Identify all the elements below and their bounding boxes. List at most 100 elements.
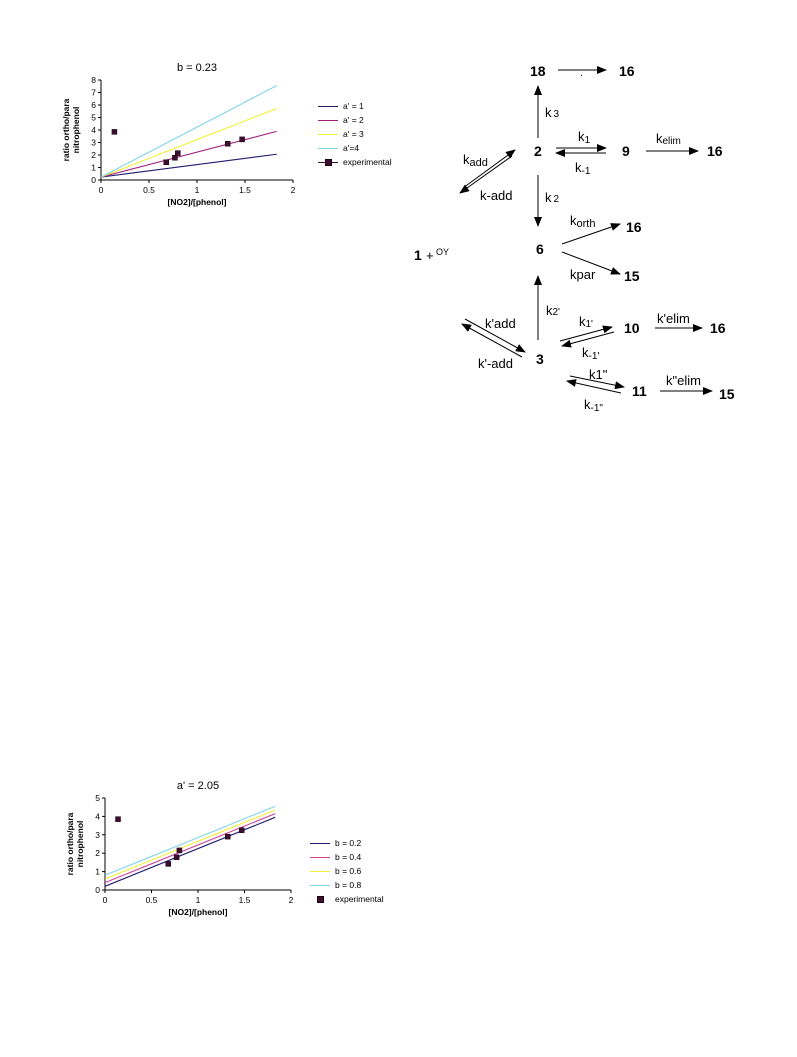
y-tick-label: 2 bbox=[95, 848, 100, 858]
y-tick-label: 4 bbox=[95, 811, 100, 821]
x-axis-label: [NO2]/[phenol] bbox=[167, 197, 226, 207]
species-15: 15 bbox=[624, 268, 640, 284]
data-point bbox=[165, 861, 171, 867]
x-tick-label: 0 bbox=[99, 185, 104, 195]
legend-item: b = 0.4 bbox=[310, 850, 384, 864]
arrow-3-to-11 bbox=[569, 375, 625, 390]
y-axis-label: ratio ortho/para bbox=[61, 98, 71, 161]
rate-k2prime: k2' bbox=[546, 303, 560, 318]
rate-k1dprime: k1" bbox=[589, 367, 608, 382]
legend-label: a' = 2 bbox=[343, 115, 364, 125]
data-point bbox=[172, 155, 178, 161]
arrow-1-to-2 bbox=[462, 149, 516, 189]
reaction-scheme: 18 16 2 9 16 1 6 16 15 3 10 16 11 15 + O… bbox=[414, 63, 735, 414]
y-tick-label: 5 bbox=[91, 113, 96, 123]
legend-label: experimental bbox=[335, 894, 384, 904]
arrow-3-to-10 bbox=[559, 325, 613, 342]
legend-item: a' = 2 bbox=[318, 113, 392, 127]
rate-k-add: k-add bbox=[480, 188, 513, 203]
y-axis-label: ratio ortho/para bbox=[65, 812, 75, 875]
arrow-10-to-3 bbox=[561, 331, 615, 348]
data-point bbox=[225, 833, 231, 840]
y-tick-label: 3 bbox=[91, 138, 96, 148]
data-point bbox=[163, 159, 170, 165]
rate-k-1prime: k-1' bbox=[582, 345, 599, 362]
rate-kprime-elim: k'elim bbox=[657, 311, 690, 326]
data-point bbox=[239, 136, 245, 143]
series-line bbox=[104, 813, 276, 884]
y-tick-label: 1 bbox=[91, 163, 96, 173]
y-tick-label: 2 bbox=[91, 150, 96, 160]
dot-mark: . bbox=[580, 68, 583, 79]
species-9: 9 bbox=[622, 143, 630, 159]
legend-label: experimental bbox=[343, 157, 392, 167]
plus-sign: + bbox=[426, 248, 434, 263]
species-18: 18 bbox=[530, 63, 546, 79]
chart-top-legend: a' = 1 a' = 2 a' = 3 a'=4 experimental bbox=[318, 99, 392, 169]
x-tick-label: 2 bbox=[289, 895, 294, 905]
data-point bbox=[111, 129, 118, 135]
y-tick-label: 4 bbox=[91, 125, 96, 135]
species-15: 15 bbox=[719, 386, 735, 402]
chart-bottom-legend: b = 0.2 b = 0.4 b = 0.6 b = 0.8 experime… bbox=[310, 836, 384, 906]
legend-item: experimental bbox=[318, 155, 392, 169]
arrow-11-to-3 bbox=[566, 379, 622, 394]
chart-title: a' = 2.05 bbox=[177, 780, 219, 792]
x-tick-label: 1 bbox=[195, 185, 200, 195]
series-line bbox=[100, 130, 277, 178]
legend-item: b = 0.6 bbox=[310, 864, 384, 878]
arrow-2-to-1 bbox=[459, 155, 513, 194]
y-tick-label: 6 bbox=[91, 100, 96, 110]
species-11: 11 bbox=[632, 383, 647, 399]
x-tick-label: 0.5 bbox=[146, 895, 158, 905]
legend-label: b = 0.2 bbox=[335, 838, 362, 848]
legend-label: b = 0.4 bbox=[335, 852, 362, 862]
rate-kpar: kpar bbox=[570, 267, 596, 282]
species-1: 1 bbox=[414, 247, 422, 263]
species-6: 6 bbox=[536, 241, 544, 257]
x-tick-label: 0.5 bbox=[143, 185, 155, 195]
chart-top: b = 0.23 0 1 2 3 4 5 6 7 8 0 0.5 1 1.5 2 [NO2]/[phenol]… bbox=[60, 58, 320, 218]
oy-superscript: OY bbox=[436, 247, 449, 257]
rate-korth: korth bbox=[570, 213, 595, 230]
y-tick-label: 7 bbox=[91, 88, 96, 98]
legend-label: a'=4 bbox=[343, 143, 360, 153]
y-axis-label: nitrophenol bbox=[71, 107, 81, 154]
y-tick-label: 3 bbox=[95, 830, 100, 840]
legend-item: a'=4 bbox=[318, 141, 392, 155]
rate-kdprime-elim: k"elim bbox=[666, 373, 701, 388]
legend-item: b = 0.8 bbox=[310, 878, 384, 892]
arrow-6-to-15 bbox=[561, 251, 621, 275]
rate-kprime-add: k'add bbox=[485, 316, 516, 331]
data-point bbox=[238, 827, 245, 833]
x-tick-label: 2 bbox=[291, 185, 296, 195]
y-axis-label: nitrophenol bbox=[75, 821, 85, 868]
data-point bbox=[224, 141, 231, 147]
series-line bbox=[100, 153, 277, 178]
legend-label: b = 0.6 bbox=[335, 866, 362, 876]
legend-label: a' = 1 bbox=[343, 101, 364, 111]
y-tick-label: 0 bbox=[95, 885, 100, 895]
arrow-6-to-16 bbox=[561, 223, 621, 245]
legend-item: b = 0.2 bbox=[310, 836, 384, 850]
chart-top-plot: b = 0.23 0 1 2 3 4 5 6 7 8 0 0.5 1 1.5 2 [NO2]/[phenol]… bbox=[61, 62, 296, 207]
species-16: 16 bbox=[710, 320, 726, 336]
chart-title: b = 0.23 bbox=[177, 62, 217, 74]
species-10: 10 bbox=[624, 320, 640, 336]
chart-bottom-plot: a' = 2.05 0 1 2 3 4 5 0 0.5 1 1.5 2 [NO2]/[phenol] ra… bbox=[65, 780, 294, 917]
x-tick-label: 1 bbox=[196, 895, 201, 905]
arrow-1-to-3 bbox=[464, 318, 526, 353]
legend-item: a' = 3 bbox=[318, 127, 392, 141]
rate-kadd: kadd bbox=[463, 152, 488, 169]
x-axis-label: [NO2]/[phenol] bbox=[168, 907, 227, 917]
arrow-3-to-1 bbox=[461, 323, 523, 358]
x-tick-label: 1.5 bbox=[239, 185, 251, 195]
rate-k1prime: k1' bbox=[579, 314, 593, 330]
legend-item: a' = 1 bbox=[318, 99, 392, 113]
rate-k-1: k-1 bbox=[575, 160, 591, 177]
x-tick-label: 0 bbox=[103, 895, 108, 905]
series-line bbox=[100, 85, 277, 178]
data-point bbox=[173, 854, 180, 860]
